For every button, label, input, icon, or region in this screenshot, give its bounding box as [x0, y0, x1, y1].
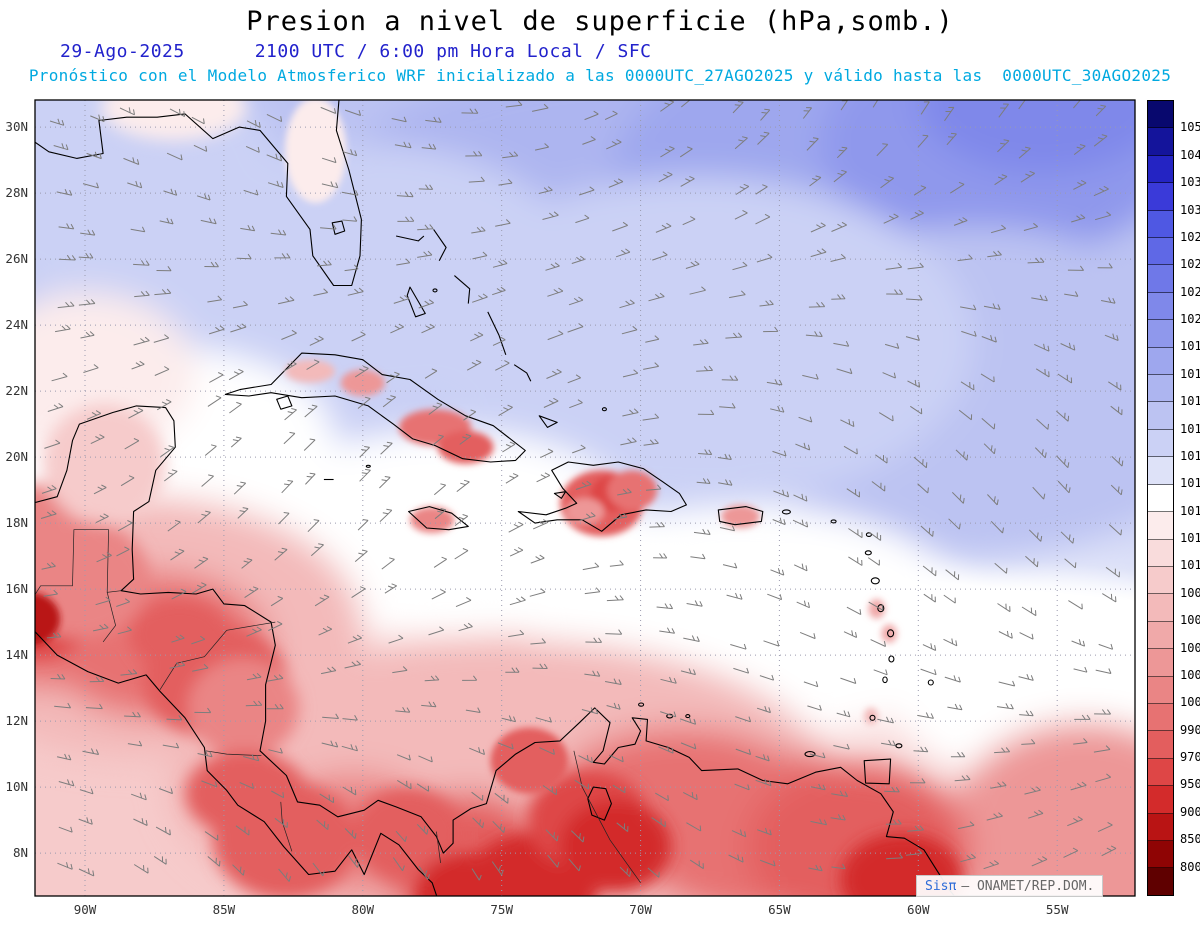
colorbar-label: 1010 [1180, 558, 1200, 573]
colorbar-cell [1148, 840, 1173, 869]
colorbar-label: 1030 [1180, 202, 1200, 217]
colorbar-cell [1148, 703, 1173, 732]
colorbar-cell [1148, 786, 1173, 814]
colorbar-label: 1012 [1180, 531, 1200, 546]
forecast-note: Pronóstico con el Modelo Atmosferico WRF… [28, 66, 1172, 85]
svg-text:70W: 70W [629, 902, 652, 917]
subtitle-line: 29-Ago-2025 2100 UTC / 6:00 pm Hora Loca… [60, 41, 652, 62]
colorbar-label: 1040 [1180, 147, 1200, 162]
svg-text:85W: 85W [213, 902, 236, 917]
colorbar-cell [1148, 676, 1173, 704]
colorbar-label: 1000 [1180, 695, 1200, 710]
page-title: Presion a nivel de superficie (hPa,somb.… [246, 6, 954, 37]
colorbar-cell [1148, 101, 1173, 129]
svg-text:80W: 80W [352, 902, 375, 917]
colorbar-cell [1148, 649, 1173, 677]
colorbar-labels: 1050 1040 1035 1030 1028 1025 1022 1020 1019 1018… [1180, 100, 1200, 896]
svg-text:16N: 16N [5, 581, 28, 596]
colorbar-cell [1148, 457, 1173, 485]
colorbar-cell [1148, 128, 1173, 156]
colorbar-label: 1020 [1180, 312, 1200, 327]
axis-labels: 30N 28N 26N 24N 22N 20N 18N 16N 14N 12N 10N 8N 90W 85… [5, 119, 1069, 917]
colorbar-cell [1148, 594, 1173, 622]
svg-text:60W: 60W [907, 902, 930, 917]
colorbar-cell [1148, 566, 1173, 595]
colorbar-label: 1035 [1180, 175, 1200, 190]
colorbar-cell [1148, 868, 1173, 895]
colorbar-cell [1148, 347, 1173, 376]
border-layer [35, 529, 641, 884]
svg-text:30N: 30N [5, 119, 28, 134]
svg-text:55W: 55W [1046, 902, 1069, 917]
colorbar-label: 1015 [1180, 448, 1200, 463]
colorbar-label: 1004 [1180, 640, 1200, 655]
svg-text:65W: 65W [768, 902, 791, 917]
colorbar-label: 950 [1180, 777, 1200, 792]
svg-text:28N: 28N [5, 185, 28, 200]
colorbar-cell [1148, 375, 1173, 403]
colorbar-label: 1008 [1180, 585, 1200, 600]
svg-text:90W: 90W [74, 902, 97, 917]
colorbar-label: 1002 [1180, 667, 1200, 682]
subtitle-date: 29-Ago-2025 [60, 41, 185, 62]
colorbar-cell [1148, 484, 1173, 513]
colorbar-cell [1148, 183, 1173, 211]
colorbar-cell [1148, 539, 1173, 567]
colorbar: 1050 1040 1035 1030 1028 1025 1022 1020 1019 1018… [1147, 100, 1200, 896]
colorbar-cell [1148, 265, 1173, 293]
colorbar-label: 1025 [1180, 257, 1200, 272]
colorbar-cell [1148, 402, 1173, 430]
colorbar-label: 970 [1180, 750, 1200, 765]
colorbar-label: 1019 [1180, 339, 1200, 354]
svg-text:8N: 8N [13, 845, 28, 860]
colorbar-cell [1148, 758, 1173, 787]
watermark: Sisπ — ONAMET/REP.DOM. [916, 875, 1104, 897]
watermark-org: — ONAMET/REP.DOM. [961, 878, 1095, 894]
colorbar-label: 1028 [1180, 229, 1200, 244]
colorbar-label: 1014 [1180, 476, 1200, 491]
colorbar-label: 1017 [1180, 394, 1200, 409]
colorbar-label: 1018 [1180, 366, 1200, 381]
svg-text:22N: 22N [5, 383, 28, 398]
svg-text:14N: 14N [5, 647, 28, 662]
svg-text:10N: 10N [5, 779, 28, 794]
colorbar-cell [1148, 621, 1173, 650]
colorbar-cell [1148, 512, 1173, 540]
colorbar-cell [1148, 292, 1173, 321]
svg-text:75W: 75W [490, 902, 513, 917]
map-frame [34, 99, 1136, 897]
pressure-shading-layer [35, 100, 1135, 896]
colorbar-cell [1148, 813, 1173, 841]
svg-text:24N: 24N [5, 317, 28, 332]
subtitle-time: 2100 UTC / 6:00 pm Hora Local / SFC [254, 41, 652, 62]
coastline-layer [35, 100, 956, 896]
colorbar-label: 1016 [1180, 421, 1200, 436]
colorbar-label: 800 [1180, 859, 1200, 874]
colorbar-label: 1006 [1180, 613, 1200, 628]
colorbar-label: 850 [1180, 832, 1200, 847]
colorbar-label: 1050 [1180, 120, 1200, 135]
colorbar-label: 990 [1180, 722, 1200, 737]
colorbar-cell [1148, 238, 1173, 266]
watermark-brand: Sisπ [925, 878, 957, 894]
svg-text:12N: 12N [5, 713, 28, 728]
wind-barbs-layer [40, 100, 1124, 882]
colorbar-label: 900 [1180, 804, 1200, 819]
svg-text:26N: 26N [5, 251, 28, 266]
colorbar-cells [1147, 100, 1174, 896]
colorbar-cell [1148, 155, 1173, 184]
colorbar-cell [1148, 210, 1173, 239]
svg-text:20N: 20N [5, 449, 28, 464]
svg-text:18N: 18N [5, 515, 28, 530]
colorbar-label: 1022 [1180, 284, 1200, 299]
colorbar-label: 1013 [1180, 503, 1200, 518]
colorbar-cell [1148, 429, 1173, 458]
colorbar-cell [1148, 731, 1173, 759]
colorbar-cell [1148, 320, 1173, 348]
